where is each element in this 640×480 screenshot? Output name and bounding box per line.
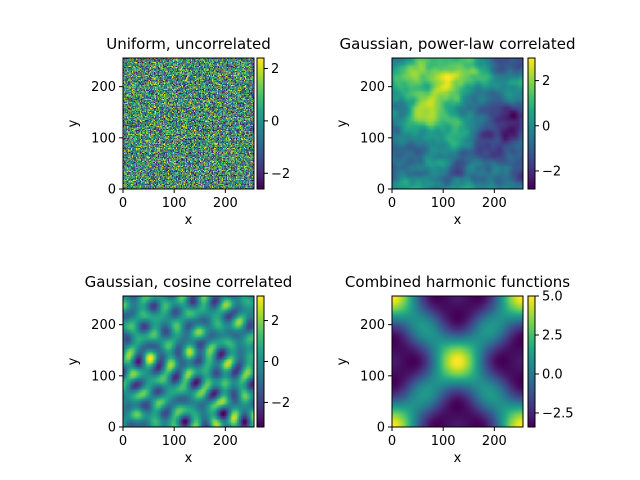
colorbar-tick-label: 2 xyxy=(542,74,550,89)
colorbar-gradient xyxy=(528,58,535,189)
y-tick-label: 0 xyxy=(377,183,385,198)
y-tick-label: 200 xyxy=(360,318,385,333)
colorbar-tick-label: 2 xyxy=(271,314,279,329)
heatmap-image xyxy=(123,58,254,189)
colorbar: 2 0 −2 xyxy=(527,57,561,190)
colorbar-tick-label: 5.0 xyxy=(542,290,563,305)
colorbar: 5.0 2.5 0.0 −2.5 xyxy=(527,290,574,428)
x-tick-label: 200 xyxy=(482,196,507,211)
x-tick-label: 0 xyxy=(388,196,396,211)
y-tick-label: 100 xyxy=(360,369,385,384)
chart-title: Gaussian, cosine correlated xyxy=(85,273,293,291)
axes-frame xyxy=(122,295,255,428)
colorbar-tick-label: 0.0 xyxy=(542,367,563,382)
y-tick-label: 0 xyxy=(108,183,116,198)
x-axis-label: x xyxy=(454,213,462,228)
colorbar-frame xyxy=(256,57,265,190)
y-tick-label: 0 xyxy=(377,421,385,436)
colorbar-frame xyxy=(527,57,536,190)
y-tick-label: 100 xyxy=(360,131,385,146)
colorbar: 2 0 −2 xyxy=(256,295,290,428)
y-axis-label: y xyxy=(66,119,81,127)
y-axis-label: y xyxy=(335,357,350,365)
colorbar-tick-label: −2 xyxy=(542,164,561,179)
chart-title: Uniform, uncorrelated xyxy=(106,35,271,53)
x-tick-label: 200 xyxy=(482,434,507,449)
x-axis-label: x xyxy=(185,451,193,466)
colorbar-frame xyxy=(527,295,536,428)
heatmap-image xyxy=(123,296,254,427)
y-tick-label: 200 xyxy=(91,80,116,95)
chart-panel-1: Uniform, uncorrelated 0 100 200 0 100 200 x y 2 0 −… xyxy=(66,35,290,228)
heatmap-image xyxy=(392,296,523,427)
x-axis-label: x xyxy=(185,213,193,228)
x-tick-label: 100 xyxy=(162,196,187,211)
x-axis-label: x xyxy=(454,451,462,466)
heatmap-image xyxy=(392,58,523,189)
x-tick-label: 100 xyxy=(431,196,456,211)
y-axis-label: y xyxy=(335,119,350,127)
colorbar-tick-label: 2.5 xyxy=(542,328,563,343)
x-tick-label: 200 xyxy=(213,196,238,211)
chart-panel-2: Gaussian, power-law correlated 0 100 200 0 10… xyxy=(335,35,575,228)
axes-frame xyxy=(391,295,524,428)
y-tick-label: 200 xyxy=(91,318,116,333)
x-tick-label: 0 xyxy=(388,434,396,449)
colorbar-tick-label: 0 xyxy=(271,355,279,370)
axes-frame xyxy=(391,57,524,190)
x-tick-label: 0 xyxy=(119,196,127,211)
y-tick-label: 0 xyxy=(108,421,116,436)
colorbar-gradient xyxy=(257,58,264,189)
colorbar: 2 0 −2 xyxy=(256,57,290,190)
chart-panel-4: Combined harmonic functions 0 100 200 0 100 20… xyxy=(335,273,574,466)
colorbar-gradient xyxy=(257,296,264,427)
y-tick-label: 100 xyxy=(91,131,116,146)
y-tick-label: 100 xyxy=(91,369,116,384)
colorbar-tick-label: −2 xyxy=(271,167,290,182)
colorbar-tick-label: −2.5 xyxy=(542,406,574,421)
y-axis-label: y xyxy=(66,357,81,365)
colorbar-tick-label: 2 xyxy=(271,62,279,77)
colorbar-tick-label: 0 xyxy=(542,119,550,134)
colorbar-gradient xyxy=(528,296,535,427)
x-tick-label: 100 xyxy=(162,434,187,449)
colorbar-tick-label: −2 xyxy=(271,396,290,411)
x-tick-label: 0 xyxy=(119,434,127,449)
y-tick-label: 200 xyxy=(360,80,385,95)
x-tick-label: 200 xyxy=(213,434,238,449)
colorbar-tick-label: 0 xyxy=(271,114,279,129)
axes-frame xyxy=(122,57,255,190)
chart-title: Combined harmonic functions xyxy=(345,273,570,291)
x-tick-label: 100 xyxy=(431,434,456,449)
chart-title: Gaussian, power-law correlated xyxy=(340,35,576,53)
